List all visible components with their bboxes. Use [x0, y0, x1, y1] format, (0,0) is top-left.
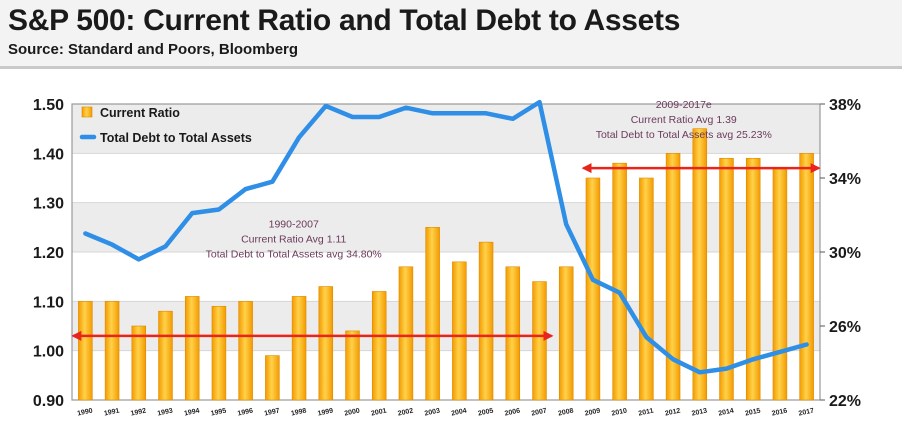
bar-current-ratio	[78, 301, 93, 401]
chart-svg: 0.90 1.00 1.10 1.20 1.30 1.40 1.50 22% 26% 30% 34%…	[33, 97, 861, 418]
bar-current-ratio	[665, 153, 681, 401]
legend-swatch-current-ratio	[81, 106, 93, 118]
bar-current-ratio	[478, 241, 494, 401]
x-tick-label: 2004	[451, 407, 468, 417]
y-left-tick-label: 1.40	[33, 146, 64, 163]
x-tick-label: 1997	[264, 407, 281, 417]
y-left-tick-label: 1.50	[33, 97, 64, 114]
bar-current-ratio	[211, 305, 227, 401]
y-right-tick-label: 34%	[829, 171, 861, 188]
y-left-tick-label: 1.30	[33, 196, 64, 213]
annotation-text-2009-2017e: 2009-2017e	[656, 99, 712, 111]
x-tick-label: 1993	[157, 407, 174, 417]
legend-label-debt-to-assets: Total Debt to Total Assets	[100, 131, 252, 145]
bar-current-ratio	[265, 355, 280, 401]
annotation-text-2009-2017e: Total Debt to Total Assets avg 25.23%	[596, 129, 772, 141]
x-tick-label: 2016	[771, 407, 788, 417]
y-right-tick-label: 26%	[829, 319, 861, 336]
y-left-tick-label: 1.20	[33, 245, 64, 262]
grid-band	[72, 202, 820, 252]
y-right-tick-label: 30%	[829, 245, 861, 262]
y-left-tick-label: 1.10	[33, 294, 64, 311]
x-tick-label: 2009	[584, 407, 601, 417]
x-tick-label: 1999	[317, 407, 334, 417]
y-right-tick-label: 38%	[829, 97, 861, 114]
bar-current-ratio	[131, 325, 147, 401]
bar-current-ratio	[104, 301, 120, 401]
bar-current-ratio	[505, 266, 521, 401]
x-tick-label: 1992	[130, 407, 147, 417]
bar-current-ratio	[532, 281, 547, 401]
x-tick-label: 1994	[184, 407, 201, 417]
x-tick-label: 1998	[290, 407, 307, 417]
x-tick-label: 2011	[638, 408, 654, 418]
header-divider	[0, 66, 902, 69]
bar-current-ratio	[184, 296, 200, 401]
bar-current-ratio	[558, 266, 574, 401]
bar-current-ratio	[719, 157, 734, 401]
line-debt-to-assets	[83, 99, 809, 375]
x-tick-label: 2000	[344, 407, 361, 417]
chart-area: 0.90 1.00 1.10 1.20 1.30 1.40 1.50 22% 26% 30% 34%…	[0, 72, 902, 444]
x-tick-label: 2007	[531, 407, 548, 417]
bar-current-ratio	[398, 266, 414, 401]
chart-header: S&P 500: Current Ratio and Total Debt to…	[0, 0, 902, 68]
grid-band	[72, 301, 820, 351]
x-tick-label: 2006	[504, 407, 521, 417]
legend-label-current-ratio: Current Ratio	[100, 106, 180, 120]
bar-current-ratio	[158, 310, 173, 401]
x-tick-label: 2010	[611, 407, 628, 417]
bar-current-ratio	[799, 153, 814, 401]
x-tick-label: 2005	[477, 407, 494, 417]
annotation-text-1990-2007: 1990-2007	[269, 218, 319, 230]
x-tick-label: 1991	[103, 407, 120, 417]
y-left-tick-label: 0.90	[33, 393, 64, 410]
x-tick-label: 2002	[397, 407, 414, 417]
bar-current-ratio	[585, 177, 601, 401]
x-tick-label: 2017	[798, 407, 815, 417]
chart-subtitle: Source: Standard and Poors, Bloomberg	[8, 41, 299, 58]
x-tick-label: 2003	[424, 407, 441, 417]
bar-current-ratio	[692, 128, 708, 401]
y-left-tick-label: 1.00	[33, 344, 64, 361]
bar-current-ratio	[772, 167, 788, 401]
bar-current-ratio	[238, 301, 253, 401]
chart-title: S&P 500: Current Ratio and Total Debt to…	[8, 4, 681, 37]
x-tick-label: 1996	[237, 407, 254, 417]
bar-current-ratio	[452, 261, 467, 401]
bar-current-ratio	[318, 286, 334, 401]
bar-current-ratio	[291, 296, 307, 401]
annotation-text-1990-2007: Total Debt to Total Assets avg 34.80%	[206, 248, 382, 260]
y-right-tick-label: 22%	[829, 393, 861, 410]
annotation-text-2009-2017e: Current Ratio Avg 1.39	[631, 114, 737, 126]
bar-current-ratio	[345, 330, 360, 401]
bar-current-ratio	[371, 291, 387, 401]
x-tick-label: 2014	[718, 407, 735, 417]
x-tick-label: 1995	[210, 407, 227, 417]
x-tick-label: 2012	[664, 407, 681, 417]
x-tick-label: 2001	[371, 407, 388, 417]
bar-current-ratio	[612, 162, 627, 401]
bar-current-ratio	[639, 177, 654, 401]
x-tick-label: 2013	[691, 407, 708, 417]
x-tick-label: 1990	[77, 407, 94, 417]
x-tick-label: 2008	[558, 407, 575, 417]
x-tick-label: 2015	[745, 407, 762, 417]
bar-current-ratio	[425, 227, 440, 401]
bar-current-ratio	[745, 157, 761, 401]
annotation-text-1990-2007: Current Ratio Avg 1.11	[241, 233, 346, 245]
